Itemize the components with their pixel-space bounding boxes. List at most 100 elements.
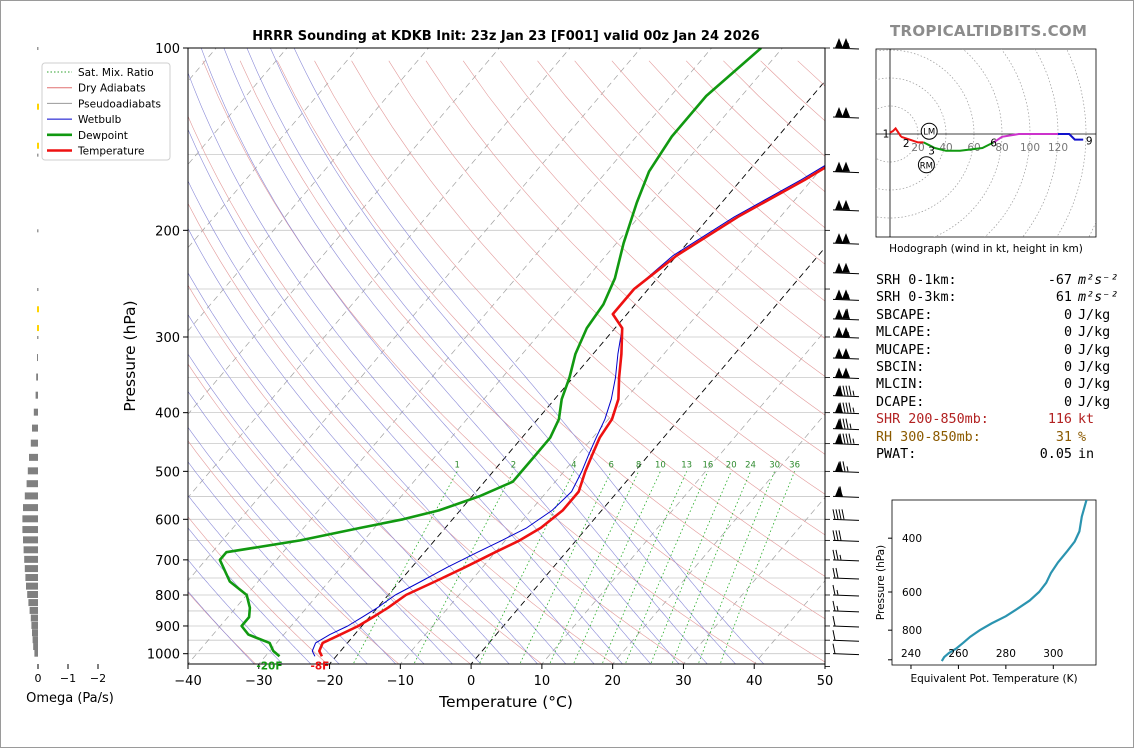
y-tick-label: 700 bbox=[155, 554, 180, 569]
pseudoadiabat bbox=[246, 48, 708, 664]
x-tick-label: 40 bbox=[746, 674, 763, 689]
wind-barb bbox=[832, 289, 860, 301]
index-label: DCAPE: bbox=[876, 394, 925, 410]
barb-staff bbox=[832, 653, 860, 656]
index-unit: in bbox=[1078, 447, 1095, 463]
omega-bar bbox=[35, 391, 38, 399]
x-tick-label: −40 bbox=[174, 674, 201, 689]
barb-pennant bbox=[835, 262, 843, 273]
omega-tick-dot bbox=[37, 288, 39, 292]
index-value: 0 bbox=[1063, 377, 1072, 393]
thetae-y-tick-label: 800 bbox=[902, 625, 922, 637]
profile-lines bbox=[218, 48, 825, 658]
barb-flag bbox=[845, 402, 849, 413]
dry-adiabat bbox=[425, 60, 825, 455]
index-value: -67 bbox=[1047, 273, 1072, 288]
barb-flag bbox=[832, 600, 836, 612]
mixing-ratio-label: 2 bbox=[511, 460, 516, 470]
barb-staff bbox=[832, 209, 860, 212]
barb-staff bbox=[832, 594, 860, 597]
skewt-chart: 1 2 4 6 8 10 13 16 20 24 30 36 −40 −30 −20 −10 0 10 20 30 4… bbox=[41, 29, 860, 711]
index-label: MLCAPE: bbox=[876, 325, 933, 341]
barb-pennant bbox=[835, 348, 843, 359]
thetae-y-label: Pressure (hPa) bbox=[875, 545, 887, 620]
hodo-trace bbox=[923, 141, 995, 152]
barb-staff bbox=[832, 443, 860, 446]
omega-tick-label: −2 bbox=[90, 672, 106, 685]
isotherm bbox=[328, 80, 825, 664]
wind-barb bbox=[832, 584, 860, 597]
pseudoadiabat bbox=[188, 272, 510, 664]
omega-bar bbox=[25, 574, 38, 582]
barb-pennant bbox=[842, 233, 850, 244]
barb-flag bbox=[839, 461, 843, 472]
wind-barb bbox=[832, 262, 860, 275]
omega-tick-dot bbox=[37, 153, 39, 157]
dry-adiabat bbox=[537, 60, 825, 339]
index-value: 0.05 bbox=[1039, 447, 1072, 463]
barb-flag bbox=[832, 643, 836, 654]
thetae-line bbox=[940, 500, 1088, 662]
index-label: SBCAPE: bbox=[876, 307, 933, 323]
wind-barb bbox=[832, 549, 860, 562]
wind-barb bbox=[832, 161, 860, 174]
barb-flag bbox=[845, 385, 849, 396]
index-unit: J/kg bbox=[1078, 325, 1111, 341]
omega-bar bbox=[26, 480, 38, 488]
barb-pennant bbox=[835, 107, 843, 118]
dry-adiabat bbox=[239, 60, 825, 663]
hodo-trace bbox=[900, 135, 924, 144]
wind-barb bbox=[832, 530, 860, 542]
barb-staff bbox=[832, 272, 860, 275]
isotherm bbox=[258, 48, 783, 664]
thetae-x-tick-label: 240 bbox=[901, 648, 921, 660]
omega-bar bbox=[24, 555, 38, 563]
storm-motion-marker bbox=[917, 156, 935, 174]
mixing-ratio-label: 4 bbox=[571, 460, 576, 470]
barb-pennant bbox=[842, 348, 850, 359]
barb-flag bbox=[832, 584, 836, 596]
y-tick-label: 500 bbox=[155, 465, 180, 480]
pseudoadiabat bbox=[223, 48, 680, 664]
y-axis-label: Pressure (hPa) bbox=[121, 300, 139, 411]
hodo-content: 20 40 60 80 100 120 1 2 3 6 9 LM RM bbox=[876, 49, 1096, 237]
omega-bar bbox=[30, 614, 38, 622]
hodo-ring-label: 80 bbox=[995, 142, 1008, 154]
barb-half bbox=[836, 589, 839, 596]
storm-motion-label: RM bbox=[920, 161, 933, 171]
isotherm bbox=[188, 48, 571, 499]
hodo-caption: Hodograph (wind in kt, height in km) bbox=[889, 243, 1083, 255]
mixing-ratio-label: 1 bbox=[455, 460, 460, 470]
y-tick-label: 200 bbox=[155, 224, 180, 239]
mixing-ratio-line bbox=[601, 471, 688, 664]
index-row: MLCIN: 0 J/kg bbox=[876, 376, 1118, 393]
isotherm bbox=[470, 246, 825, 664]
mixing-ratio-line bbox=[697, 471, 775, 664]
barb-flag bbox=[839, 385, 843, 396]
index-label: SRH 0-3km: bbox=[876, 290, 957, 306]
barb-staff bbox=[832, 470, 860, 473]
pseudoadiabat bbox=[188, 559, 283, 664]
omega-tick-dot bbox=[37, 47, 39, 50]
barb-flag bbox=[842, 433, 846, 444]
barb-flag bbox=[835, 549, 839, 560]
barb-flag bbox=[848, 402, 852, 413]
chart-title: HRRR Sounding at KDKB Init: 23z Jan 23 [… bbox=[252, 29, 759, 44]
wind-barb bbox=[832, 326, 860, 339]
y-tick-label: 900 bbox=[155, 620, 180, 635]
thetae-y-tick-label: 400 bbox=[902, 533, 922, 545]
dry-adiabat bbox=[277, 60, 825, 620]
hodo-height-label: 1 bbox=[883, 129, 890, 141]
index-unit: % bbox=[1078, 429, 1087, 445]
dry-adiabat bbox=[188, 202, 615, 664]
legend-label: Wetbulb bbox=[78, 114, 122, 126]
barb-staff bbox=[832, 518, 860, 521]
omega-bar bbox=[34, 649, 38, 657]
index-row: PWAT: 0.05 in bbox=[876, 446, 1118, 463]
surface-dewpoint-label: -20F bbox=[256, 660, 282, 672]
dry-adiabat bbox=[388, 60, 825, 495]
wind-barb bbox=[832, 509, 860, 521]
omega-bar bbox=[23, 504, 38, 512]
index-row: DCAPE: 0 J/kg bbox=[876, 394, 1118, 411]
y-tick-label: 800 bbox=[155, 589, 180, 604]
